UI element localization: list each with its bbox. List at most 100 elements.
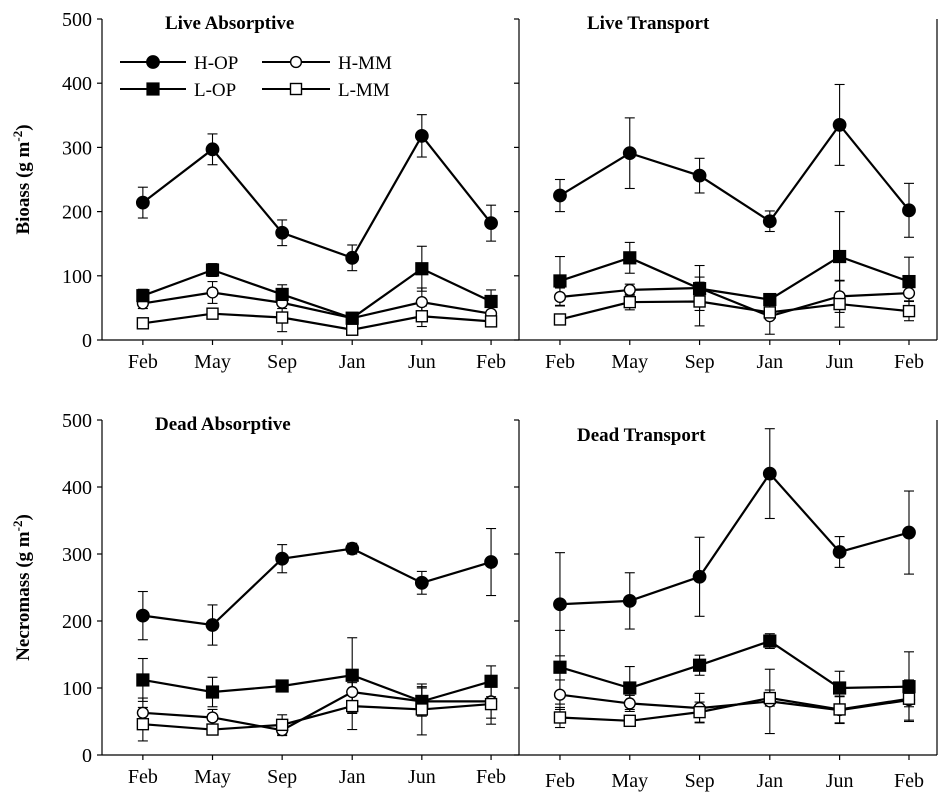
- data-point-h-op: [622, 146, 637, 161]
- x-tick-label: Jan: [339, 766, 366, 788]
- data-point-l-mm: [693, 705, 706, 719]
- data-point-h-op: [345, 541, 360, 556]
- data-point-h-op: [762, 466, 777, 481]
- y-tick-label: 100: [62, 678, 92, 700]
- data-point-h-mm: [415, 296, 428, 309]
- data-point-h-op: [622, 594, 637, 608]
- panel-1: 0 100 200 300 400 500 Feb May Sep Jan Jun Feb Live A…: [10, 9, 519, 373]
- data-point-l-mm: [484, 697, 498, 711]
- data-point-l-op: [692, 282, 707, 296]
- y-tick-label: 300: [62, 137, 92, 159]
- legend-marker: [289, 55, 303, 69]
- data-point-h-op: [832, 118, 847, 132]
- data-point-l-mm: [206, 723, 219, 736]
- y-tick-label: 0: [82, 330, 92, 352]
- x-tick-label: Sep: [685, 770, 715, 792]
- data-point-h-op: [484, 555, 498, 569]
- series-line-h-op: [142, 547, 492, 627]
- legend: H-OP H-MM L-OP L-MM: [120, 53, 392, 101]
- series-line-l-mm: [142, 312, 492, 331]
- series-line-h-mm: [559, 286, 910, 318]
- data-point-h-mm: [553, 290, 567, 304]
- legend-label: H-MM: [338, 53, 392, 74]
- series-h-mm: [554, 264, 914, 335]
- x-tick-label: May: [611, 770, 648, 792]
- legend-marker: [289, 82, 303, 96]
- data-point-l-op: [205, 263, 220, 277]
- data-point-h-op: [692, 168, 707, 183]
- data-point-h-op: [692, 569, 707, 584]
- data-point-h-op: [275, 551, 290, 566]
- legend-item-l-mm: L-MM: [262, 80, 390, 101]
- series-line-l-mm: [559, 300, 910, 321]
- data-point-h-mm: [136, 706, 149, 719]
- data-point-h-op: [345, 250, 360, 265]
- x-tick-label: Jun: [826, 351, 854, 373]
- series-line-l-op: [142, 267, 492, 320]
- data-point-l-op: [833, 249, 847, 264]
- series-line-h-op: [559, 123, 910, 223]
- data-point-l-op: [763, 634, 777, 648]
- data-point-l-op: [275, 679, 289, 693]
- x-tick-label: Jan: [756, 770, 783, 792]
- x-tick-label: Feb: [894, 351, 924, 373]
- series-line-h-mm: [142, 291, 492, 320]
- data-point-h-mm: [346, 685, 359, 699]
- series-line-l-op: [559, 639, 910, 690]
- x-tick-label: May: [194, 351, 231, 373]
- data-point-l-op: [623, 251, 637, 265]
- series-h-op: [554, 428, 914, 657]
- data-point-h-mm: [553, 688, 567, 701]
- series-h-op: [137, 527, 497, 646]
- data-point-l-mm: [763, 306, 776, 319]
- data-point-l-op: [345, 668, 359, 682]
- legend-marker: [146, 82, 160, 96]
- data-point-l-mm: [902, 304, 916, 318]
- data-point-l-op: [553, 274, 567, 288]
- data-point-l-mm: [275, 718, 289, 732]
- panel-title: Dead Absorptive: [155, 414, 291, 435]
- x-tick-label: Jun: [408, 351, 436, 373]
- data-point-l-mm: [693, 295, 706, 308]
- x-tick-label: May: [194, 766, 231, 788]
- data-point-l-op: [136, 289, 150, 303]
- data-point-h-op: [135, 195, 150, 210]
- y-tick-label: 400: [62, 477, 92, 499]
- y-tick-label: 200: [62, 202, 92, 224]
- data-point-l-op: [623, 681, 637, 695]
- series-h-mm: [137, 281, 497, 322]
- x-tick-label: Jun: [408, 766, 436, 788]
- y-tick-label: 400: [62, 73, 92, 95]
- panel-4: Feb May Sep Jan Jun Feb Dead Transport: [514, 419, 938, 792]
- x-tick-label: Feb: [545, 351, 575, 373]
- x-tick-label: Sep: [267, 351, 297, 373]
- data-point-h-op: [484, 216, 498, 231]
- data-point-l-op: [553, 660, 567, 674]
- legend-label: H-OP: [194, 53, 238, 74]
- x-tick-label: Sep: [685, 351, 715, 373]
- series-line-l-mm: [142, 702, 492, 731]
- legend-item-h-mm: H-MM: [262, 53, 392, 74]
- series-line-h-op: [559, 471, 910, 606]
- data-point-h-op: [275, 225, 290, 240]
- data-point-h-mm: [623, 283, 636, 297]
- panel-2: Feb May Sep Jan Jun Feb Live Transport: [514, 13, 938, 373]
- legend-item-h-op: H-OP: [120, 53, 238, 74]
- data-point-l-op: [415, 262, 429, 276]
- x-tick-label: Sep: [267, 766, 297, 788]
- data-point-l-mm: [623, 714, 636, 728]
- x-tick-label: Feb: [476, 351, 506, 373]
- data-point-h-op: [414, 128, 429, 143]
- data-point-l-op: [484, 294, 498, 309]
- x-tick-label: May: [611, 351, 648, 373]
- y-axis-label: Bioass (g m-2): [10, 124, 34, 234]
- x-tick-label: Jun: [826, 770, 854, 792]
- data-point-l-mm: [275, 311, 289, 324]
- data-point-l-mm: [553, 313, 567, 326]
- data-point-l-mm: [346, 699, 359, 713]
- x-tick-label: Feb: [545, 770, 575, 792]
- data-point-h-op: [205, 618, 220, 632]
- y-tick-label: 0: [82, 745, 92, 767]
- data-point-l-mm: [346, 323, 359, 336]
